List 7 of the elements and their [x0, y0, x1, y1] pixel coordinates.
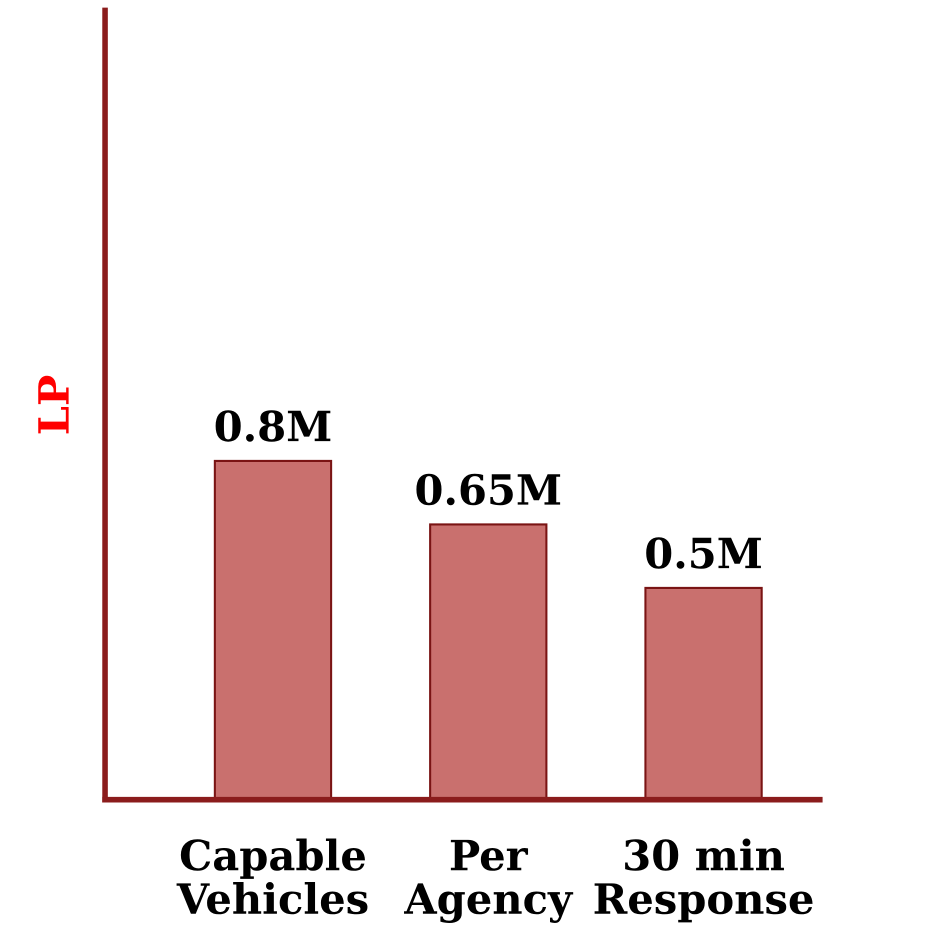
- x-tick-label: Per Agency: [404, 840, 574, 923]
- x-tick-label: Capable Vehicles: [176, 838, 368, 914]
- x-tick-label: 30 min Response: [594, 838, 813, 922]
- y-axis-title: LP: [38, 376, 69, 434]
- data-label: 0.65M: [416, 474, 560, 506]
- data-label: 0.8M: [216, 410, 330, 442]
- data-label: 0.5M: [646, 537, 761, 569]
